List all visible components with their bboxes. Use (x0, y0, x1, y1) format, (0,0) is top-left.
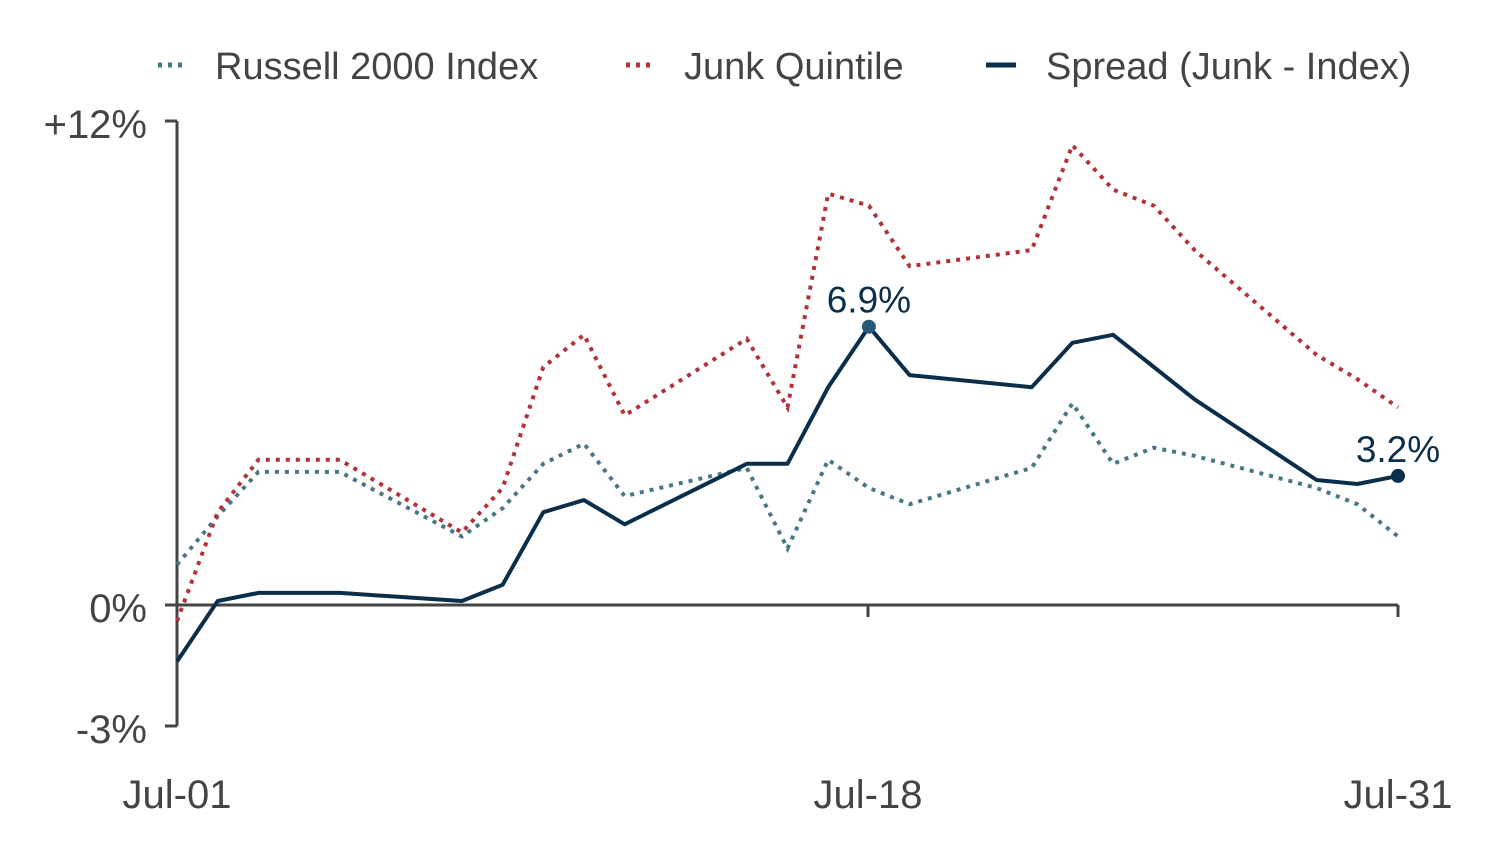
series-line-junk (175, 141, 1400, 622)
series-line-spread (175, 324, 1399, 663)
data-label-peak: 6.9% (827, 280, 911, 321)
y-tick-label-12: +12% (44, 103, 147, 147)
series-line-russell (175, 399, 1400, 566)
x-tick-label-jul18: Jul-18 (814, 773, 923, 817)
highlight-point-peak (861, 319, 876, 334)
y-tick-label-neg3: -3% (76, 708, 147, 752)
x-tick-label-jul01: Jul-01 (123, 773, 232, 817)
axes: +12% 0% -3% Jul-01 Jul-18 Jul-31 (44, 103, 1453, 817)
legend: Russell 2000 Index Junk Quintile Spread … (158, 46, 1411, 88)
y-tick-label-0: 0% (89, 587, 147, 631)
x-tick-label-jul31: Jul-31 (1344, 773, 1453, 817)
series-group (175, 141, 1400, 663)
highlight-point-last (1391, 468, 1405, 483)
highlights: 6.9% 3.2% (827, 280, 1440, 483)
legend-label-spread: Spread (Junk - Index) (1046, 46, 1411, 88)
data-label-last: 3.2% (1356, 429, 1440, 470)
legend-label-russell: Russell 2000 Index (215, 46, 538, 88)
legend-label-junk: Junk Quintile (684, 46, 904, 88)
